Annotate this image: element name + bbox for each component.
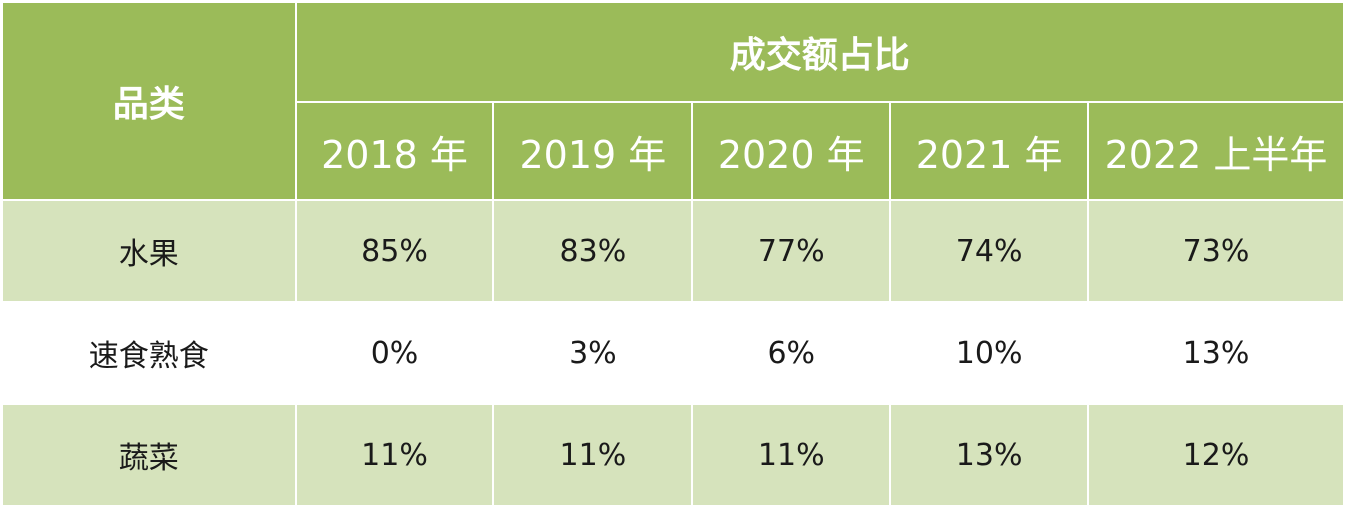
share-cell: 13% [889, 403, 1090, 507]
share-cell: 12% [1087, 403, 1345, 507]
share-cell: 74% [889, 199, 1090, 303]
category-cell: 水果 [1, 199, 297, 303]
share-cell: 3% [492, 301, 694, 405]
share-cell: 11% [492, 403, 694, 507]
share-group-header: 成交额占比 [294, 1, 1345, 103]
table-row-fruit: 水果 85% 83% 77% 74% 73% [1, 199, 1345, 303]
share-cell: 11% [294, 403, 495, 507]
year-header-2020: 2020 年 [691, 101, 892, 201]
share-cell: 11% [691, 403, 892, 507]
year-header-2018: 2018 年 [294, 101, 495, 201]
share-cell: 13% [1087, 301, 1345, 405]
share-cell: 0% [294, 301, 495, 405]
table-body: 水果 85% 83% 77% 74% 73% 速食熟食 0% 3% 6% 10%… [1, 199, 1345, 507]
year-header-2022h1: 2022 上半年 [1087, 101, 1345, 201]
share-cell: 85% [294, 199, 495, 303]
table-row-instant-food: 速食熟食 0% 3% 6% 10% 13% [1, 301, 1345, 405]
share-cell: 83% [492, 199, 694, 303]
share-cell: 6% [691, 301, 892, 405]
header-row-group: 品类 成交额占比 [1, 1, 1345, 201]
share-cell: 73% [1087, 199, 1345, 303]
header-row-years: 2018 年 2019 年 2020 年 2021 年 2022 上半年 [2, 101, 1345, 201]
category-cell: 速食熟食 [1, 301, 297, 405]
category-cell: 蔬菜 [1, 403, 297, 507]
share-cell: 77% [691, 199, 892, 303]
year-header-2021: 2021 年 [889, 101, 1090, 201]
category-header: 品类 [1, 1, 297, 201]
table-row-vegetables: 蔬菜 11% 11% 11% 13% 12% [1, 403, 1345, 507]
year-header-2019: 2019 年 [492, 101, 694, 201]
table-header: 品类 成交额占比 2018 年 2019 年 2020 年 2021 年 202… [1, 1, 1345, 201]
share-cell: 10% [889, 301, 1090, 405]
